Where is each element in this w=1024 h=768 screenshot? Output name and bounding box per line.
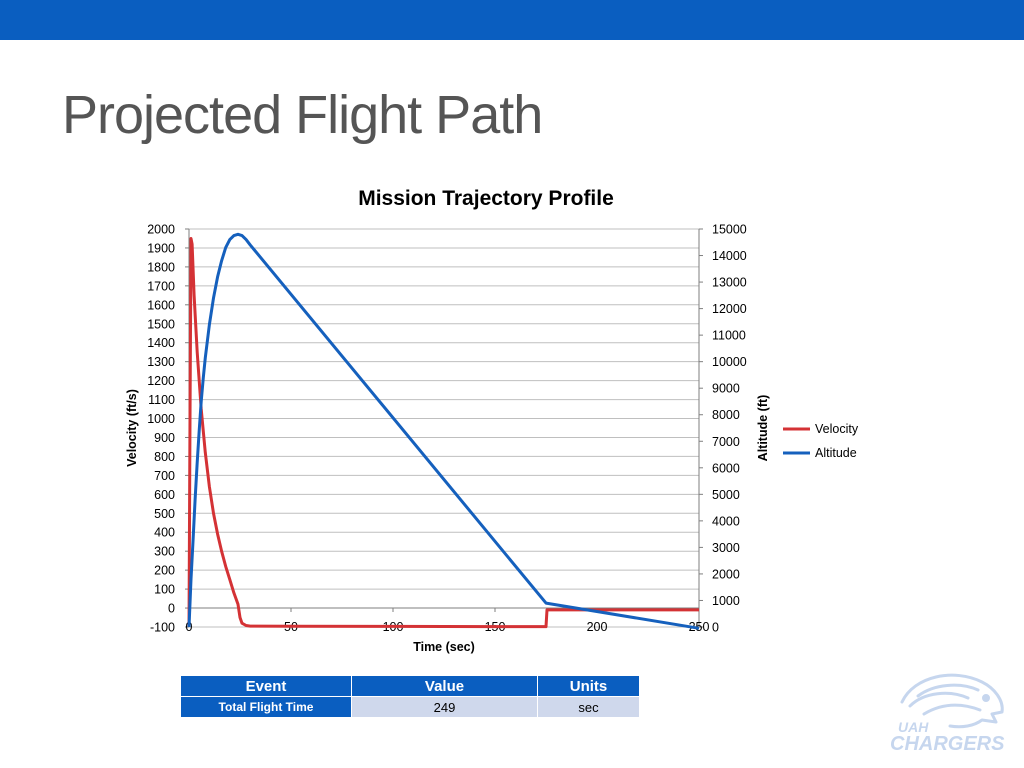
header-units: Units <box>537 675 640 697</box>
y-tick-label: 1500 <box>147 317 175 331</box>
y-tick-label: 200 <box>154 564 175 578</box>
y2-tick-label: 15000 <box>712 223 747 237</box>
y2-axis-title: Altitude (ft) <box>756 395 770 462</box>
series-line-altitude <box>187 232 700 630</box>
cell-units: sec <box>537 696 640 718</box>
y2-tick-label: 8000 <box>712 408 740 422</box>
header-value: Value <box>351 675 538 697</box>
flight-time-table: Event Value Units Total Flight Time 249 … <box>180 675 640 718</box>
chart-title: Mission Trajectory Profile <box>358 187 614 210</box>
table-row: Total Flight Time 249 sec <box>180 696 640 718</box>
series-line-velocity <box>187 237 699 629</box>
y2-tick-label: 12000 <box>712 302 747 316</box>
y2-tick-label: 5000 <box>712 488 740 502</box>
y-tick-label: 800 <box>154 450 175 464</box>
y2-tick-label: 1000 <box>712 594 740 608</box>
y-tick-label: 1000 <box>147 412 175 426</box>
y-tick-label: 1700 <box>147 279 175 293</box>
y2-tick-label: 0 <box>712 621 719 635</box>
y-tick-label: 500 <box>154 507 175 521</box>
y-tick-label: 300 <box>154 545 175 559</box>
y2-tick-label: 13000 <box>712 276 747 290</box>
table-header-row: Event Value Units <box>180 675 640 697</box>
mission-trajectory-chart: Mission Trajectory Profile -100 0 100 200 300… <box>125 187 859 654</box>
top-accent-bar <box>0 0 1024 40</box>
x-tick-label: 200 <box>587 620 608 634</box>
y-axis-title: Velocity (ft/s) <box>125 389 139 467</box>
y-tick-label: 1800 <box>147 260 175 274</box>
y-tick-label: 1200 <box>147 374 175 388</box>
y-tick-label: 1600 <box>147 298 175 312</box>
y2-tick-label: 3000 <box>712 541 740 555</box>
y2-tick-label: 9000 <box>712 382 740 396</box>
y-tick-label: 900 <box>154 431 175 445</box>
y-tick-label: 1900 <box>147 241 175 255</box>
cell-event: Total Flight Time <box>180 696 352 718</box>
y-tick-label: 400 <box>154 526 175 540</box>
legend-label-altitude: Altitude <box>815 446 857 460</box>
y-tick-label: 1400 <box>147 336 175 350</box>
y-tick-label: 600 <box>154 488 175 502</box>
slide-title: Projected Flight Path <box>62 85 543 145</box>
y2-tick-label: 10000 <box>712 355 747 369</box>
cell-value: 249 <box>351 696 538 718</box>
y2-tick-label: 4000 <box>712 514 740 528</box>
y-tick-label: 1300 <box>147 355 175 369</box>
y2-tick-label: 11000 <box>712 329 746 343</box>
y2-tick-label: 14000 <box>712 249 747 263</box>
uah-chargers-horse-logo-icon: UAH CHARGERS <box>890 673 1005 755</box>
x-axis-title: Time (sec) <box>413 640 475 654</box>
y-tick-label: 700 <box>154 469 175 483</box>
y-tick-label: -100 <box>150 621 175 635</box>
y2-tick-label: 7000 <box>712 435 740 449</box>
y2-tick-label: 2000 <box>712 567 740 581</box>
legend-label-velocity: Velocity <box>815 422 859 436</box>
y-tick-label: 100 <box>154 583 175 597</box>
y-tick-label: 2000 <box>147 223 175 237</box>
y2-tick-label: 6000 <box>712 461 740 475</box>
logo-text-uah: UAH <box>898 719 929 735</box>
header-event: Event <box>180 675 352 697</box>
y-tick-label: 1100 <box>148 393 175 407</box>
y-tick-label: 0 <box>168 602 175 616</box>
logo-text-chargers: CHARGERS <box>890 733 1005 755</box>
